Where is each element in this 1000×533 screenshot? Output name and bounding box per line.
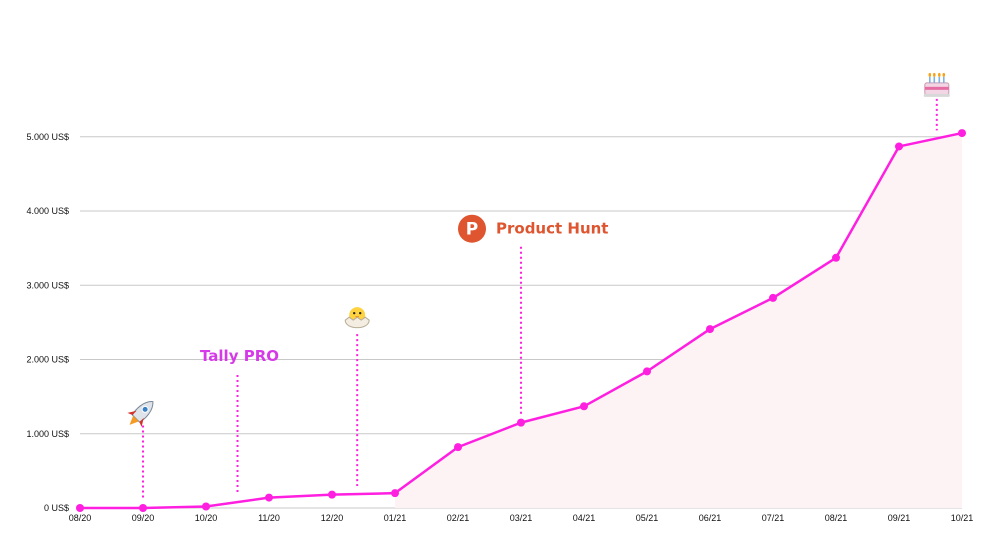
data-point bbox=[580, 402, 588, 411]
data-point bbox=[265, 493, 273, 502]
annotation-label-tally-pro: Tally PRO bbox=[200, 347, 279, 365]
y-tick-label: 1.000 US$ bbox=[26, 429, 69, 439]
data-point bbox=[202, 502, 210, 511]
product-hunt-logo: P Product Hunt bbox=[458, 214, 608, 243]
y-tick-label: 2.000 US$ bbox=[26, 355, 69, 365]
product-hunt-logo bbox=[458, 214, 486, 243]
x-tick-label: 02/21 bbox=[447, 513, 470, 523]
y-tick-label: 4.000 US$ bbox=[26, 206, 69, 216]
birthday-cake-icon bbox=[923, 72, 950, 97]
data-point bbox=[706, 325, 714, 334]
x-tick-label: 06/21 bbox=[699, 513, 722, 523]
data-point bbox=[643, 367, 651, 376]
data-point bbox=[454, 443, 462, 452]
data-point bbox=[328, 490, 336, 499]
annotation-label: Tally PRO bbox=[200, 347, 279, 365]
rocket-icon bbox=[127, 401, 154, 428]
data-point bbox=[769, 293, 777, 302]
x-tick-label: 03/21 bbox=[510, 513, 533, 523]
y-tick-label: 0 US$ bbox=[44, 503, 69, 513]
data-point bbox=[139, 504, 147, 512]
x-tick-label: 08/20 bbox=[69, 513, 92, 523]
annotation-label-product-hunt: Product Hunt bbox=[496, 220, 608, 238]
product-hunt-logo-letter: P bbox=[466, 220, 478, 240]
data-points bbox=[76, 129, 966, 512]
data-point bbox=[76, 504, 84, 512]
data-point bbox=[958, 129, 966, 138]
x-tick-label: 04/21 bbox=[573, 513, 596, 523]
y-tick-label: 5.000 US$ bbox=[26, 132, 69, 142]
data-point bbox=[895, 142, 903, 151]
x-tick-label: 05/21 bbox=[636, 513, 659, 523]
x-tick-label: 11/20 bbox=[258, 513, 280, 523]
x-tick-label: 09/20 bbox=[132, 513, 155, 523]
x-tick-label: 08/21 bbox=[825, 513, 848, 523]
data-point bbox=[391, 489, 399, 498]
x-tick-label: 09/21 bbox=[888, 513, 911, 523]
x-tick-label: 12/20 bbox=[321, 513, 344, 523]
hatching-chick-icon bbox=[344, 307, 370, 329]
x-tick-label: 07/21 bbox=[762, 513, 785, 523]
x-tick-label: 10/20 bbox=[195, 513, 218, 523]
data-point bbox=[832, 253, 840, 262]
annotation-connectors bbox=[142, 98, 938, 500]
y-tick-label: 3.000 US$ bbox=[26, 280, 69, 290]
data-point bbox=[517, 418, 525, 427]
x-tick-label: 10/21 bbox=[951, 513, 974, 523]
x-tick-label: 01/21 bbox=[384, 513, 407, 523]
x-axis-ticks: 08/20 09/20 10/20 11/20 12/20 01/21 02/21 03/21… bbox=[69, 513, 974, 523]
annotations: Tally PRO P Product Hunt bbox=[127, 72, 950, 428]
area-fill bbox=[395, 133, 962, 508]
y-axis-ticks: 0 US$ 1.000 US$ 2.000 US$ 3.000 US$ 4.000 US… bbox=[26, 132, 69, 513]
